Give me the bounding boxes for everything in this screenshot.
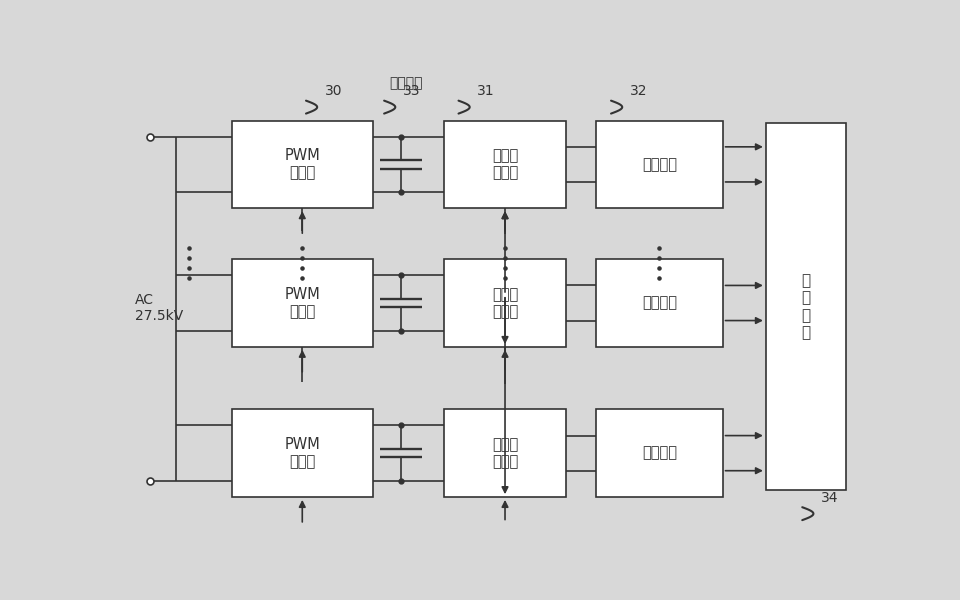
Text: 33: 33 bbox=[403, 85, 420, 98]
Text: AC
27.5kV: AC 27.5kV bbox=[134, 293, 183, 323]
Text: 34: 34 bbox=[821, 491, 838, 505]
Bar bbox=[444, 409, 566, 497]
Text: 能量变
换电路: 能量变 换电路 bbox=[492, 287, 518, 319]
Bar bbox=[444, 121, 566, 208]
Text: PWM
变流器: PWM 变流器 bbox=[284, 437, 320, 469]
Text: 储能元件: 储能元件 bbox=[642, 157, 677, 172]
Text: PWM
变流器: PWM 变流器 bbox=[284, 148, 320, 181]
Bar bbox=[596, 121, 723, 208]
Text: 直流回路: 直流回路 bbox=[390, 76, 423, 91]
Bar bbox=[231, 121, 372, 208]
Text: 31: 31 bbox=[477, 85, 494, 98]
Bar bbox=[231, 259, 372, 347]
Text: 30: 30 bbox=[324, 85, 342, 98]
Text: 控
制
单
元: 控 制 单 元 bbox=[802, 273, 810, 340]
Text: 能量变
换电路: 能量变 换电路 bbox=[492, 148, 518, 181]
Bar bbox=[596, 409, 723, 497]
Text: 储能元件: 储能元件 bbox=[642, 295, 677, 311]
Text: 储能元件: 储能元件 bbox=[642, 446, 677, 461]
Bar bbox=[444, 259, 566, 347]
Bar bbox=[766, 123, 846, 490]
Text: 32: 32 bbox=[630, 85, 647, 98]
Text: PWM
变流器: PWM 变流器 bbox=[284, 287, 320, 319]
Text: 能量变
换电路: 能量变 换电路 bbox=[492, 437, 518, 469]
Bar bbox=[596, 259, 723, 347]
Bar bbox=[231, 409, 372, 497]
